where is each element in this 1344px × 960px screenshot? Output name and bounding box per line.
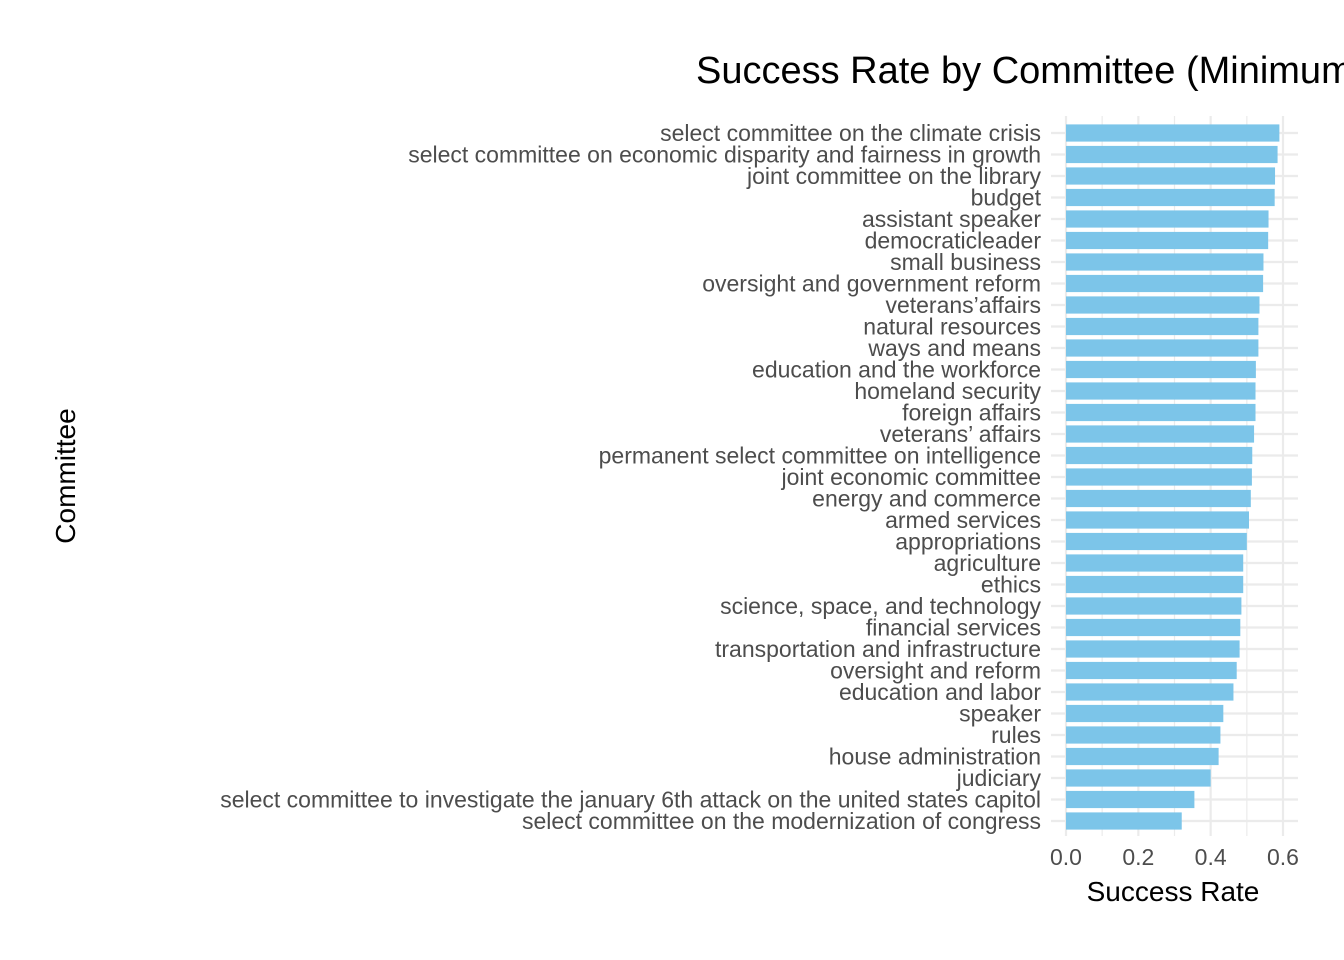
- y-tick-label: judiciary: [956, 765, 1042, 791]
- bar: [1066, 597, 1242, 615]
- y-tick-label: energy and commerce: [812, 486, 1041, 512]
- y-tick-label: veterans’affairs: [885, 292, 1041, 318]
- y-tick-label: democraticleader: [865, 228, 1042, 254]
- bar: [1066, 210, 1269, 228]
- y-tick-label: education and labor: [839, 679, 1041, 705]
- bar: [1066, 382, 1256, 400]
- bar: [1066, 769, 1211, 787]
- y-tick-label: armed services: [885, 507, 1041, 533]
- x-axis-title: Success Rate: [1087, 876, 1260, 907]
- bar: [1066, 339, 1259, 357]
- x-tick-labels: 0.0 0.2 0.4 0.6: [1050, 844, 1299, 870]
- bar: [1066, 726, 1221, 744]
- bar: [1066, 446, 1253, 465]
- y-tick-label: permanent select committee on intelligen…: [599, 443, 1041, 469]
- y-tick-label: rules: [991, 722, 1041, 748]
- y-tick-label: select committee on the climate crisis: [660, 120, 1041, 146]
- bar: [1066, 704, 1224, 723]
- bar: [1066, 683, 1234, 701]
- y-tick-label: select committee on the modernization of…: [522, 808, 1041, 834]
- y-tick-label: small business: [890, 249, 1041, 275]
- y-tick-label: joint economic committee: [781, 464, 1042, 490]
- y-tick-label: ways and means: [867, 335, 1041, 361]
- y-tick-label: select committee to investigate the janu…: [220, 787, 1041, 813]
- bar: [1066, 403, 1256, 422]
- y-tick-label: joint committee on the library: [746, 163, 1042, 189]
- chart-title: Success Rate by Committee (Minimum: [696, 50, 1344, 92]
- y-tick-labels: select committee on the climate crisisse…: [220, 120, 1041, 834]
- bar: [1066, 575, 1244, 594]
- y-tick-label: transportation and infrastructure: [715, 636, 1041, 662]
- y-tick-label: homeland security: [854, 378, 1041, 404]
- y-tick-label: speaker: [959, 701, 1041, 727]
- x-tick-label: 0.2: [1122, 844, 1154, 870]
- y-tick-label: veterans’ affairs: [880, 421, 1041, 447]
- y-tick-label: budget: [971, 185, 1042, 211]
- y-axis-title: Committee: [50, 408, 81, 543]
- bar: [1066, 124, 1280, 142]
- x-tick-label: 0.0: [1050, 844, 1082, 870]
- y-tick-label: ethics: [981, 572, 1041, 598]
- bar: [1066, 296, 1260, 314]
- bar: [1066, 618, 1241, 637]
- bars: [1066, 124, 1280, 830]
- bar: [1066, 231, 1269, 250]
- bar: [1066, 425, 1255, 443]
- y-tick-label: select committee on economic disparity a…: [408, 142, 1041, 168]
- y-tick-label: appropriations: [895, 529, 1041, 555]
- bar: [1066, 188, 1275, 207]
- bar: [1066, 747, 1219, 766]
- bar: [1066, 532, 1247, 551]
- bar: [1066, 489, 1251, 508]
- bar: [1066, 468, 1252, 486]
- y-tick-label: foreign affairs: [902, 400, 1041, 426]
- y-tick-label: assistant speaker: [862, 206, 1041, 232]
- y-tick-label: financial services: [866, 615, 1041, 641]
- bar: [1066, 511, 1250, 529]
- bar: [1066, 274, 1264, 293]
- bar: [1066, 167, 1276, 185]
- bar: [1066, 253, 1264, 271]
- y-tick-label: oversight and government reform: [702, 271, 1041, 297]
- y-tick-label: house administration: [829, 744, 1041, 770]
- bar: [1066, 661, 1237, 680]
- bar: [1066, 145, 1278, 164]
- y-tick-label: agriculture: [934, 550, 1041, 576]
- bar: [1066, 640, 1240, 658]
- x-tick-label: 0.6: [1267, 844, 1299, 870]
- y-tick-label: science, space, and technology: [720, 593, 1041, 619]
- bar: [1066, 554, 1244, 572]
- y-tick-label: oversight and reform: [830, 658, 1041, 684]
- y-tick-label: education and the workforce: [752, 357, 1041, 383]
- bar: [1066, 790, 1195, 809]
- y-tick-label: natural resources: [863, 314, 1041, 340]
- bar: [1066, 317, 1259, 336]
- x-tick-label: 0.4: [1195, 844, 1227, 870]
- bar: [1066, 360, 1256, 379]
- bar: [1066, 812, 1182, 830]
